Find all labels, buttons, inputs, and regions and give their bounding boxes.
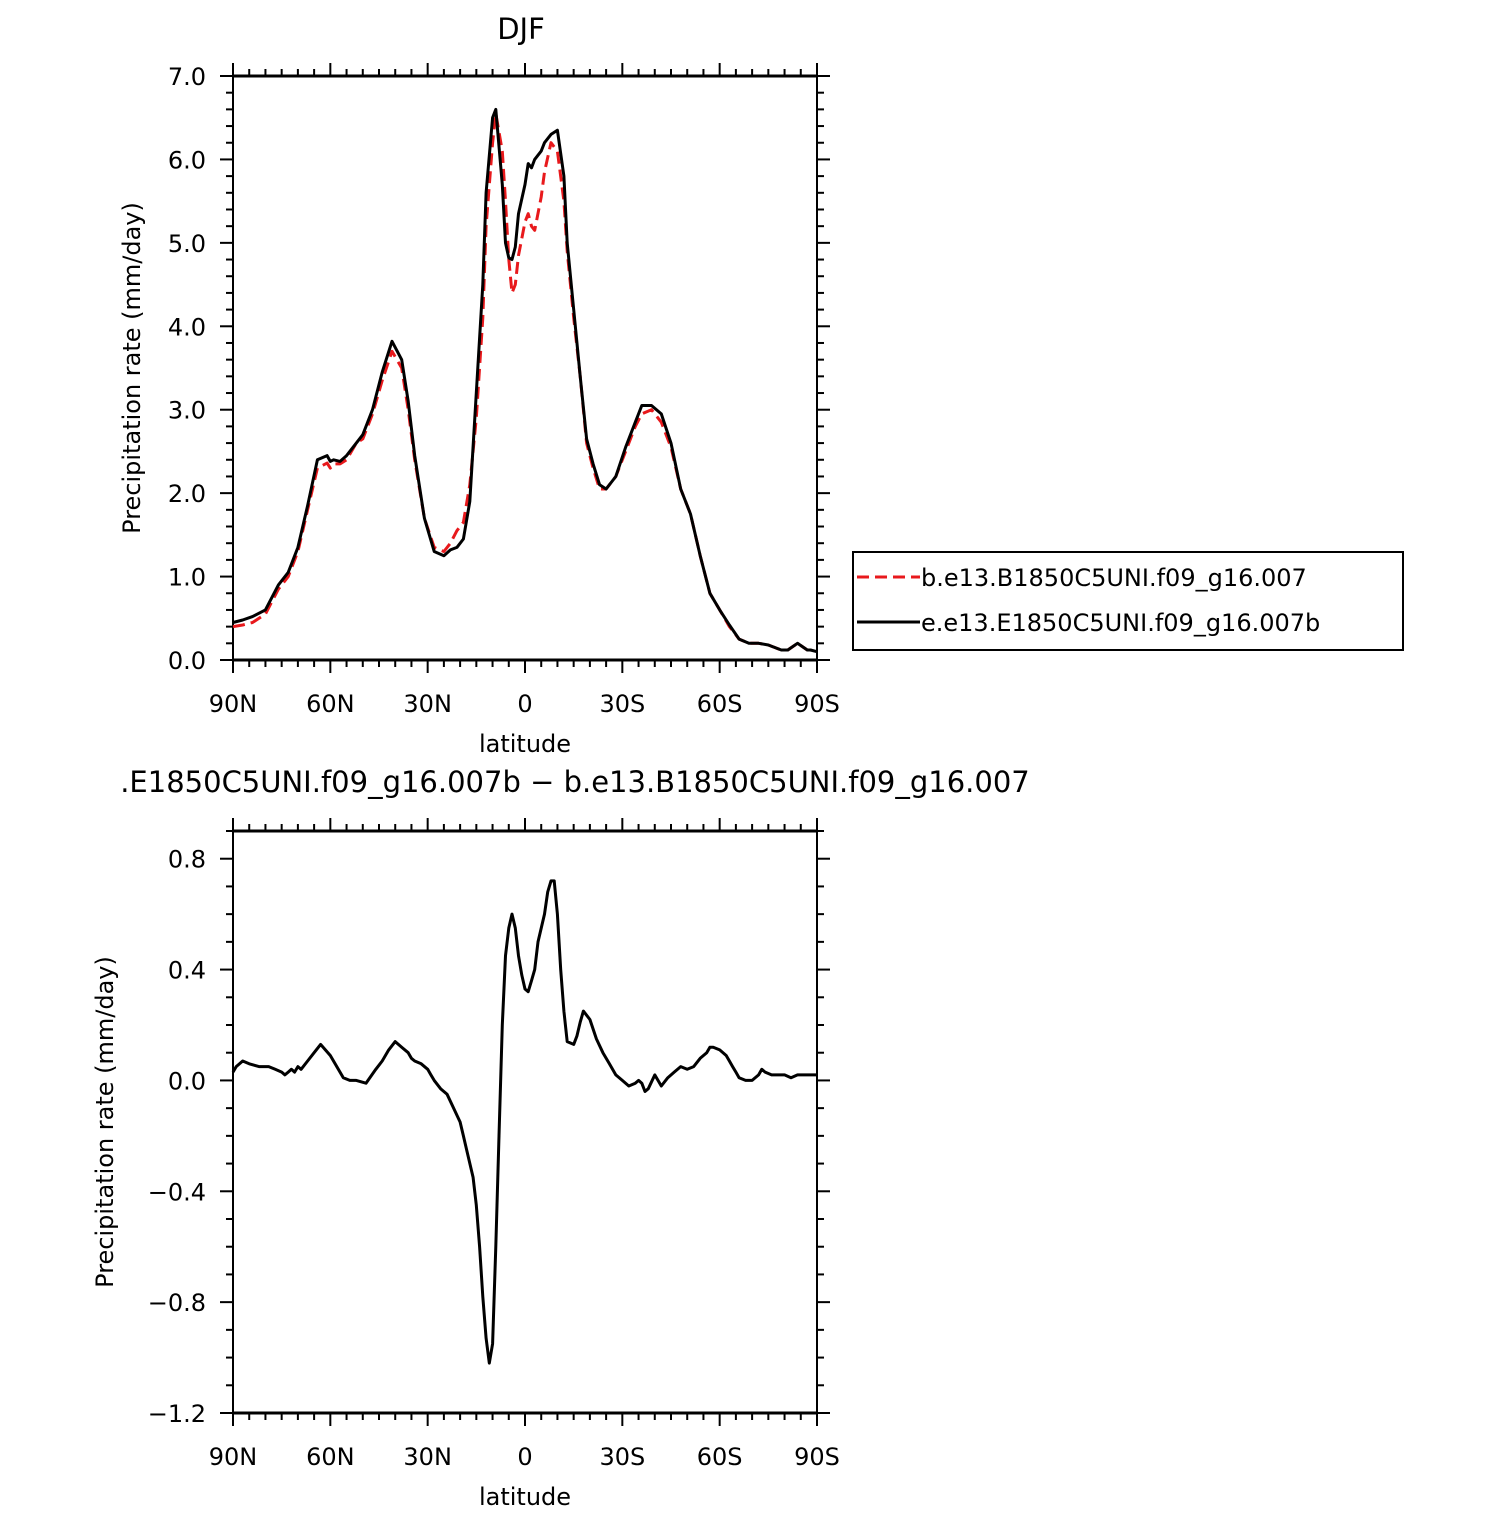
y-axis-label: Precipitation rate (mm/day): [91, 956, 119, 1288]
x-tick-label: 90N: [209, 1443, 258, 1471]
y-tick-label: 0.0: [168, 1067, 206, 1095]
series-line-1: [232, 112, 818, 654]
x-tick-label: 30N: [403, 690, 452, 718]
x-tick-label: 30S: [599, 690, 645, 718]
legend-label: b.e13.B1850C5UNI.f09_g16.007: [921, 564, 1307, 592]
y-tick-label: −0.4: [148, 1178, 206, 1206]
y-tick-label: −1.2: [148, 1400, 206, 1428]
difference-line-chart: 90N 60N 30N 0 30S 60S 90S −1.2 −0.8 −0.4 0.0 0.4 0.8…: [91, 765, 1030, 1511]
y-tick-label: 0.4: [168, 957, 206, 985]
y-tick-label: 6.0: [168, 146, 206, 174]
y-tick-label: 0.0: [168, 647, 206, 675]
x-tick-label: 30S: [599, 1443, 645, 1471]
x-tick-label: 90S: [794, 690, 840, 718]
legend-box: [852, 551, 1404, 651]
djf-line-chart: 90N 60N 30N 0 30S 60S 90S 0.0 1.0 2.0 3.0 4.0 5.0 6.0…: [118, 12, 1404, 758]
x-tick-label: 0: [517, 690, 532, 718]
y-tick-label: 0.8: [168, 846, 206, 874]
x-tick-label: 60N: [306, 690, 355, 718]
y-axis-label: Precipitation rate (mm/day): [118, 202, 146, 534]
x-tick-label: 0: [517, 1443, 532, 1471]
chart-title: DJF: [497, 12, 545, 46]
x-axis-label: latitude: [479, 730, 571, 758]
y-tick-label: 5.0: [168, 230, 206, 258]
y-tick-label: 3.0: [168, 397, 206, 425]
chart-title: .E1850C5UNI.f09_g16.007b − b.e13.B1850C5…: [120, 765, 1030, 799]
x-axis-label: latitude: [479, 1483, 571, 1511]
y-tick-label: 4.0: [168, 313, 206, 341]
x-tick-label: 60S: [697, 1443, 743, 1471]
y-tick-label: 1.0: [168, 564, 206, 592]
legend-label: e.e13.E1850C5UNI.f09_g16.007b: [921, 609, 1320, 637]
y-tick-label: 2.0: [168, 480, 206, 508]
x-tick-label: 30N: [403, 1443, 452, 1471]
y-tick-label: 7.0: [168, 63, 206, 91]
series-line-2: [232, 107, 818, 654]
x-tick-label: 60S: [697, 690, 743, 718]
legend: b.e13.B1850C5UNI.f09_g16.007 e.e13.E1850C…: [852, 551, 1404, 651]
series-line-1: [231, 879, 817, 1365]
x-tick-label: 60N: [306, 1443, 355, 1471]
x-tick-label: 90S: [794, 1443, 840, 1471]
y-tick-label: −0.8: [148, 1289, 206, 1317]
x-tick-label: 90N: [209, 690, 258, 718]
